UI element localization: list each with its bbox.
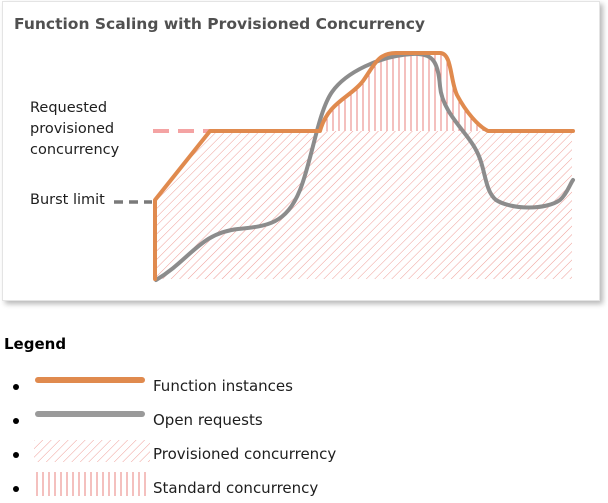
scaling-diagram: [114, 51, 575, 282]
legend-label: Standard concurrency: [153, 479, 319, 497]
requested-concurrency-label: Requested provisioned concurrency: [30, 100, 120, 158]
bullet-icon: [13, 486, 19, 492]
burst-limit-label: Burst limit: [30, 192, 105, 208]
bullet-icon: [13, 452, 19, 458]
legend-item-open-requests: Open requests: [0, 400, 400, 434]
standard-concurrency-area: [320, 53, 488, 131]
standard-concurrency-swatch: [34, 472, 150, 496]
legend-item-provisioned-concurrency: Provisioned concurrency: [0, 434, 400, 468]
provisioned-concurrency-area: [155, 131, 572, 279]
legend-label: Open requests: [153, 411, 263, 429]
open-requests-swatch: [35, 411, 145, 417]
legend-item-standard-concurrency: Standard concurrency: [0, 468, 400, 502]
diagram-title: Function Scaling with Provisioned Concur…: [14, 15, 426, 33]
legend-label: Provisioned concurrency: [153, 445, 337, 463]
provisioned-concurrency-swatch: [34, 440, 150, 462]
function-instances-swatch: [35, 377, 145, 383]
function-instances-line: [153, 51, 575, 281]
legend-label: Function instances: [153, 377, 293, 395]
legend-title: Legend: [4, 335, 67, 353]
bullet-icon: [13, 418, 19, 424]
bullet-icon: [13, 384, 19, 390]
legend-item-function-instances: Function instances: [0, 366, 400, 400]
